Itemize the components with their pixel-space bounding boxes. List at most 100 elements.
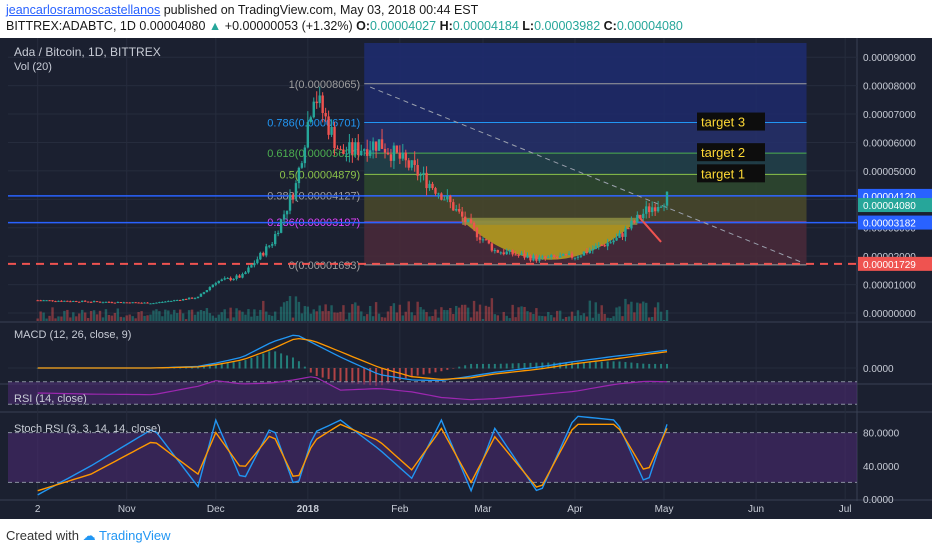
candle-body — [265, 246, 268, 256]
volume-bar — [131, 316, 134, 321]
volume-bar — [481, 318, 485, 321]
volume-bar — [181, 313, 185, 321]
price-label-box — [858, 215, 932, 230]
chart-area[interactable]: 0.00009000 0.00008000 0.00007000 0.00006000… — [0, 38, 932, 519]
macd-hist-bar — [517, 363, 520, 369]
candle-body — [665, 191, 669, 206]
tradingview-logo-icon[interactable]: ☁ — [82, 528, 96, 543]
candle-body — [223, 278, 226, 280]
macd-hist-bar — [375, 368, 378, 386]
volume-bar — [122, 317, 125, 321]
red-trend-segment — [636, 214, 662, 243]
volume-bar — [309, 313, 312, 321]
candle-body — [220, 279, 223, 281]
volume-bar — [535, 308, 538, 321]
volume-bar — [490, 298, 494, 321]
candle-body — [425, 172, 428, 189]
volume-bar — [152, 310, 155, 321]
volume-bar — [455, 305, 458, 321]
macd-hist-bar — [291, 357, 294, 369]
volume-bar — [377, 313, 381, 321]
volume-bar — [241, 311, 244, 321]
volume-bar — [345, 319, 348, 321]
candle-body — [273, 234, 277, 245]
author-link[interactable]: jeancarlosramoscastellanos — [6, 3, 161, 17]
macd-hist-bar — [571, 362, 574, 369]
volume-bar — [648, 317, 651, 321]
volume-bar — [529, 312, 532, 321]
volume-bar — [371, 316, 375, 321]
volume-bar — [458, 307, 461, 321]
volume-bar — [235, 308, 238, 321]
candle-body — [650, 207, 654, 213]
volume-bar — [645, 302, 648, 321]
tradingview-brand[interactable]: TradingView — [99, 528, 171, 543]
volume-bar — [653, 307, 657, 321]
volume-bar — [89, 310, 93, 321]
volume-bar — [288, 296, 292, 321]
x-tick-label: Jun — [748, 504, 764, 515]
macd-hist-bar — [274, 351, 277, 369]
y-tick-label: 0.00000000 — [863, 309, 916, 320]
volume-bar — [214, 317, 217, 321]
candle-body — [39, 300, 42, 302]
open-value: 0.00004027 — [370, 19, 437, 33]
candle-body — [288, 194, 292, 211]
volume-bar — [54, 318, 57, 321]
volume-bar — [449, 307, 452, 321]
macd-hist-bar — [630, 362, 633, 369]
volume-bar — [505, 315, 508, 321]
volume-bar — [404, 311, 407, 321]
candle-body — [431, 183, 434, 189]
volume-bar — [642, 301, 645, 321]
macd-hist-bar — [220, 363, 223, 369]
volume-bar — [285, 301, 289, 321]
target-label-text: target 2 — [701, 145, 745, 160]
candle-body — [238, 275, 241, 278]
candle-body — [259, 252, 262, 260]
volume-bar — [487, 306, 491, 321]
chart-svg[interactable]: 0.00009000 0.00008000 0.00007000 0.00006000… — [0, 38, 932, 519]
candle-body — [446, 195, 449, 200]
candle-body — [360, 150, 363, 156]
close-label: C: — [603, 19, 617, 33]
chart-header: jeancarlosramoscastellanos published on … — [0, 0, 932, 36]
candle-body — [365, 149, 369, 156]
stoch-tick-label: 40.0000 — [863, 462, 900, 473]
volume-bar — [573, 315, 577, 321]
volume-bar — [659, 311, 663, 321]
candle-body — [235, 275, 238, 279]
candle-body — [407, 160, 410, 168]
candle-body — [585, 251, 589, 253]
candle-body — [523, 253, 526, 258]
candle-body — [345, 153, 348, 155]
candle-body — [98, 301, 102, 303]
candle-body — [321, 95, 324, 114]
candle-body — [125, 302, 128, 304]
target-label: target 3 — [697, 112, 765, 131]
volume-bar — [193, 314, 197, 321]
fib-level-label: 0.618(0.00005624) — [267, 148, 360, 160]
y-tick-label: 0.00009000 — [863, 53, 916, 64]
volume-bar — [110, 315, 114, 321]
volume-bar — [553, 317, 556, 321]
macd-hist-bar — [600, 361, 603, 369]
candle-body — [327, 116, 330, 135]
candle-body — [176, 300, 179, 302]
macd-hist-bar — [250, 357, 253, 369]
price-label: 0.00004080 — [863, 201, 916, 212]
volume-bar — [460, 304, 464, 321]
candle-body — [648, 206, 651, 213]
candle-body — [514, 254, 517, 256]
volume-bar — [226, 318, 229, 321]
price-label: 0.00001729 — [863, 260, 916, 271]
volume-bar — [392, 303, 396, 321]
candle-body — [205, 290, 209, 293]
volume-bar — [407, 301, 410, 321]
volume-bar — [567, 316, 571, 321]
macd-hist-bar — [612, 361, 615, 369]
symbol-label: BITTREX:ADABTC, 1D — [6, 19, 136, 33]
volume-bar — [36, 318, 39, 321]
fib-zone — [364, 43, 807, 84]
macd-hist-bar — [523, 363, 526, 369]
